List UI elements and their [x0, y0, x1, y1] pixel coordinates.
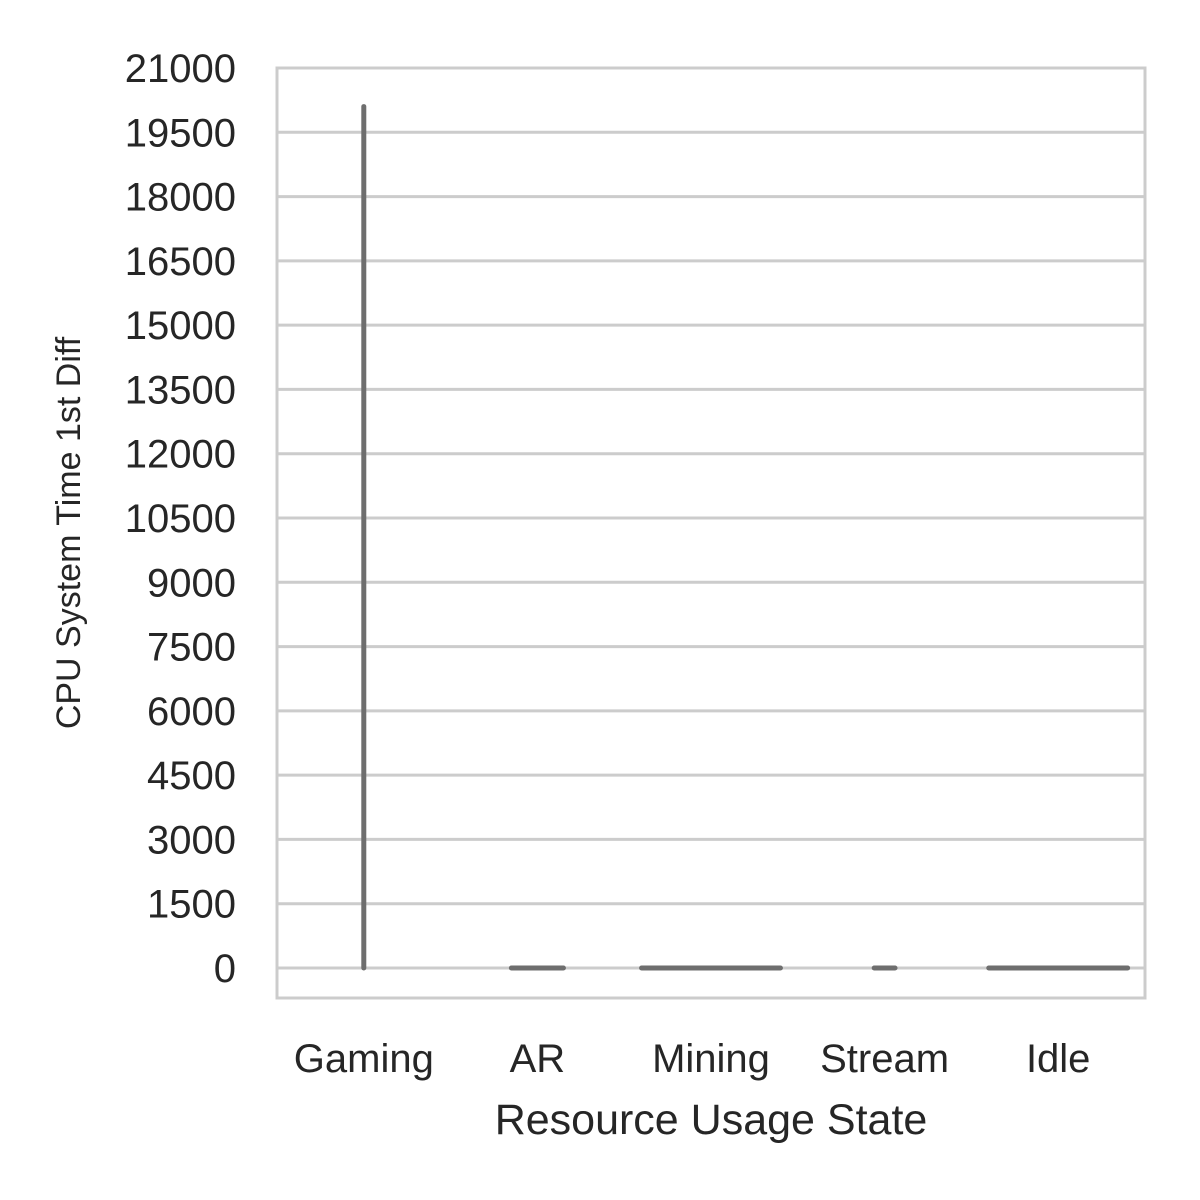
- x-tick-label: AR: [510, 1037, 566, 1081]
- y-tick-label: 9000: [147, 561, 236, 605]
- y-tick-label: 1500: [147, 883, 236, 927]
- plot-frame: [275, 66, 1147, 1000]
- violin-marks: [361, 104, 1131, 971]
- y-tick-label: 0: [214, 947, 236, 991]
- x-tick-label: Stream: [820, 1037, 949, 1081]
- y-tick-label: 6000: [147, 690, 236, 734]
- x-tick-labels: Gaming AR Mining Stream Idle: [294, 1037, 1091, 1081]
- y-tick-label: 19500: [125, 111, 236, 155]
- y-tick-label: 18000: [125, 176, 236, 220]
- y-tick-label: 4500: [147, 754, 236, 798]
- x-axis-title: Resource Usage State: [495, 1096, 928, 1144]
- x-tick-label: Idle: [1026, 1037, 1091, 1081]
- y-tick-label: 7500: [147, 626, 236, 670]
- y-tick-label: 13500: [125, 368, 236, 412]
- y-tick-label: 21000: [125, 47, 236, 91]
- x-tick-label: Mining: [652, 1037, 770, 1081]
- y-tick-labels: 0 1500 3000 4500 6000 7500 9000 10500 12000 13500…: [125, 47, 236, 991]
- y-tick-label: 15000: [125, 304, 236, 348]
- y-axis-title: CPU System Time 1st Diff: [50, 336, 88, 729]
- x-tick-label: Gaming: [294, 1037, 434, 1081]
- y-tick-label: 12000: [125, 433, 236, 477]
- y-tick-label: 16500: [125, 240, 236, 284]
- y-tick-label: 10500: [125, 497, 236, 541]
- y-tick-label: 3000: [147, 818, 236, 862]
- grid-lines: [277, 130, 1145, 970]
